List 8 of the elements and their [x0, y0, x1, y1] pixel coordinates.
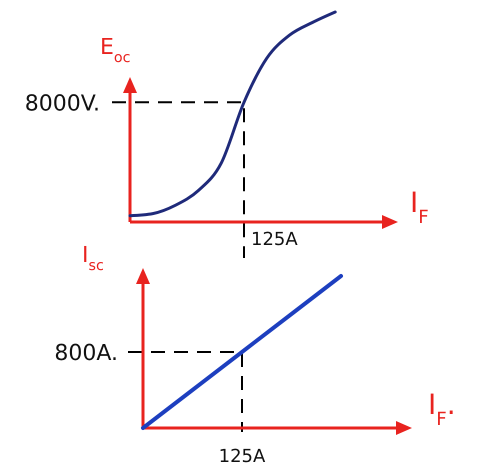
x-axis-title: I$_{F}$.	[428, 388, 456, 430]
y-axis-title: I$_{sc}$	[82, 243, 104, 274]
y-axis-title: E$_{oc}$	[100, 35, 131, 66]
ref-line-label: 800A.	[54, 341, 118, 366]
text: 125A	[218, 446, 266, 467]
text: 125A	[251, 229, 298, 250]
ref-line-label: 8000V.	[24, 91, 100, 116]
x-axis-title: I$_{F}$	[410, 186, 429, 228]
